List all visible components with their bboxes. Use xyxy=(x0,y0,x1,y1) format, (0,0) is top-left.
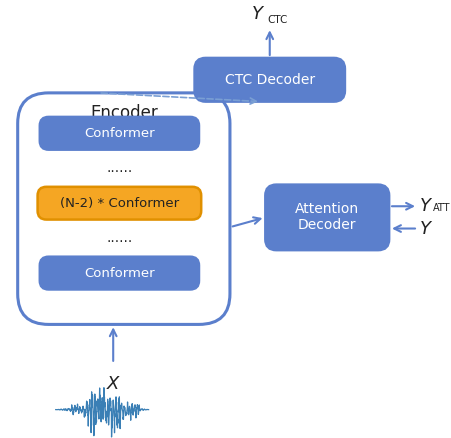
FancyBboxPatch shape xyxy=(37,187,201,219)
Text: Y: Y xyxy=(419,219,430,237)
Text: Y: Y xyxy=(419,197,430,215)
Text: ......: ...... xyxy=(106,231,132,245)
Text: Conformer: Conformer xyxy=(84,267,154,279)
FancyBboxPatch shape xyxy=(40,257,198,290)
Text: Encoder: Encoder xyxy=(90,104,157,122)
FancyBboxPatch shape xyxy=(265,185,388,250)
Text: CTC Decoder: CTC Decoder xyxy=(224,73,314,87)
FancyBboxPatch shape xyxy=(40,117,198,150)
Text: X: X xyxy=(107,374,119,392)
Text: ATT: ATT xyxy=(432,203,449,213)
Text: (N-2) * Conformer: (N-2) * Conformer xyxy=(60,197,179,210)
Text: Y: Y xyxy=(252,5,262,23)
FancyBboxPatch shape xyxy=(194,58,344,102)
Text: CTC: CTC xyxy=(267,15,287,25)
Text: ......: ...... xyxy=(106,161,132,175)
Text: Attention
Decoder: Attention Decoder xyxy=(295,202,359,233)
FancyBboxPatch shape xyxy=(18,93,230,325)
Text: Conformer: Conformer xyxy=(84,127,154,140)
